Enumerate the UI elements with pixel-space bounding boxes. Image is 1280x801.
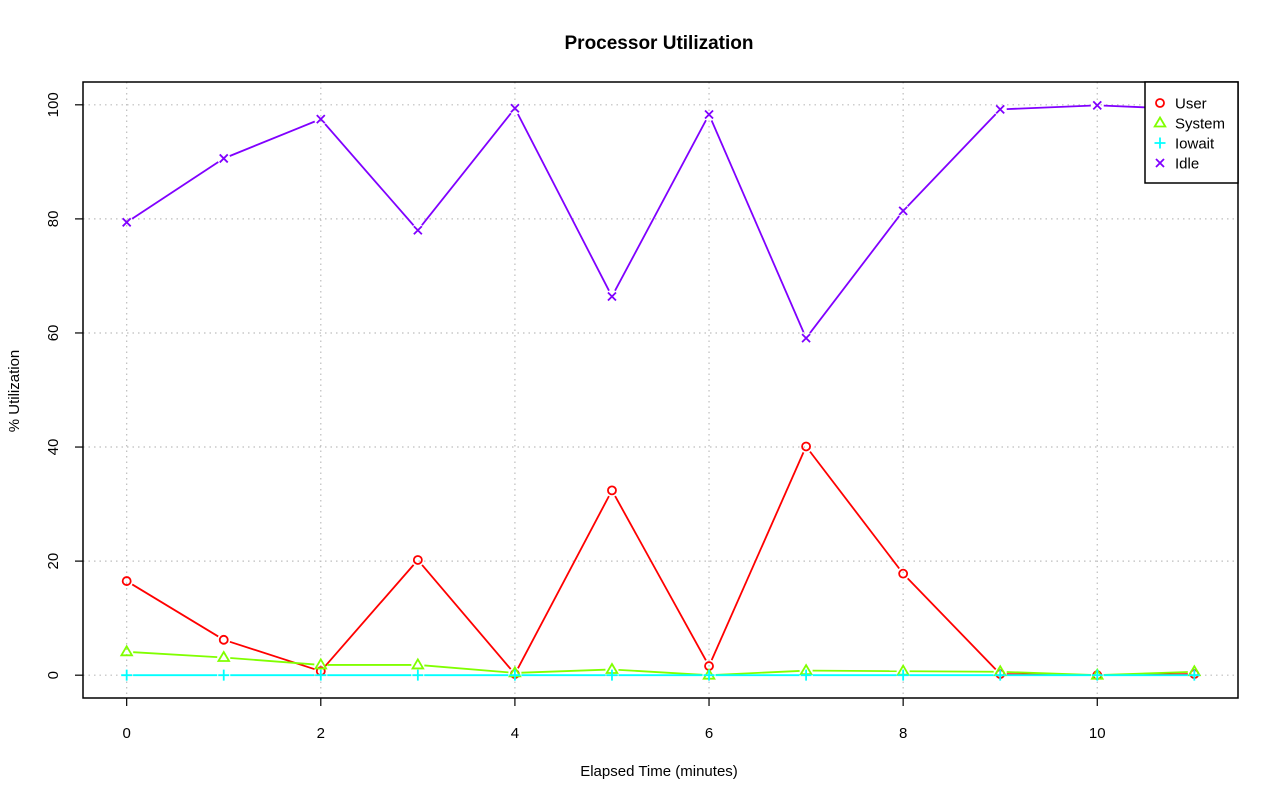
series-layer [119, 100, 1202, 681]
series-user-point [412, 555, 423, 565]
series-iowait-point [509, 669, 521, 681]
series-idle-point [122, 217, 132, 227]
series-idle-point [898, 206, 908, 216]
series-iowait-point [412, 669, 424, 681]
series-system-point [119, 644, 134, 657]
legend-label-user: User [1175, 96, 1207, 113]
series-user-point [801, 441, 811, 452]
series-iowait-point [315, 669, 327, 681]
series-user [121, 441, 1200, 681]
series-user-segment [809, 451, 900, 570]
series-iowait-point [218, 669, 230, 681]
y-tick-label: 40 [45, 439, 62, 456]
grid-lines [83, 82, 1238, 698]
y-tick-label: 60 [45, 325, 62, 342]
series-idle-point [510, 103, 520, 113]
series-idle-segment [1006, 104, 1091, 111]
plot-frame [82, 81, 1239, 699]
x-tick-label: 2 [317, 725, 325, 742]
x-tick-label: 0 [123, 725, 131, 742]
series-user-segment [324, 564, 415, 667]
series-user-point [607, 485, 617, 496]
series-iowait-point [897, 669, 909, 681]
series-idle-segment [517, 113, 610, 292]
series-user-segment [131, 583, 219, 638]
y-tick-label: 20 [45, 553, 62, 570]
series-idle-point [607, 291, 617, 302]
series-idle-point [801, 333, 811, 343]
series-iowait [121, 669, 1200, 681]
series-iowait-point [1188, 669, 1200, 681]
x-tick-label: 4 [511, 725, 519, 742]
series-idle-segment [710, 120, 805, 333]
x-axis-label: Elapsed Time (minutes) [580, 763, 738, 780]
x-tick-label: 8 [899, 725, 907, 742]
series-idle-point [413, 225, 423, 235]
legend-marker-user [1155, 98, 1165, 108]
y-tick-label: 0 [45, 671, 62, 679]
legend-label-iowait: Iowait [1175, 136, 1215, 153]
series-user-segment [229, 640, 315, 671]
series-idle-point [219, 153, 229, 164]
legend-marker-iowait [1154, 137, 1166, 149]
series-idle-point [316, 114, 326, 124]
series-system-point [313, 657, 328, 670]
series-iowait-point [1091, 669, 1103, 681]
chart-title: Processor Utilization [565, 33, 754, 54]
series-user-point [121, 576, 132, 586]
legend-label-system: System [1175, 116, 1225, 133]
series-user-segment [614, 495, 707, 661]
series-idle-segment [324, 123, 415, 226]
series-iowait-point [994, 669, 1006, 681]
y-tick-label: 80 [45, 211, 62, 228]
series-user-segment [421, 564, 512, 670]
series-iowait-point [703, 669, 715, 681]
series-idle-segment [906, 113, 997, 207]
series-system-segment [230, 657, 315, 666]
series-idle [122, 100, 1199, 343]
series-system-segment [521, 668, 606, 674]
x-tick-label: 10 [1089, 725, 1106, 742]
series-system-segment [424, 664, 509, 674]
series-iowait-point [800, 669, 812, 681]
series-idle-segment [421, 112, 512, 226]
series-idle-segment [229, 120, 316, 157]
series-user-point [218, 634, 229, 645]
series-system-point [216, 650, 231, 662]
series-idle-point [704, 109, 714, 120]
legend: User System Iowait Idle [1144, 81, 1239, 184]
x-tick-label: 6 [705, 725, 713, 742]
series-idle-segment [809, 215, 900, 334]
series-iowait-point [121, 669, 133, 681]
series-system-point [410, 657, 425, 670]
y-tick-label: 100 [45, 92, 62, 117]
legend-marker-idle [1155, 158, 1165, 168]
series-system-segment [618, 668, 703, 676]
y-axis-label: % Utilization [6, 350, 23, 433]
series-system [119, 644, 1202, 680]
series-user-segment [907, 577, 997, 670]
series-user-segment [517, 495, 610, 669]
series-idle-point [995, 104, 1005, 115]
series-system-segment [133, 651, 218, 659]
series-user-point [898, 568, 909, 579]
series-idle-segment [131, 161, 219, 220]
series-idle-segment [614, 119, 707, 292]
legend-label-idle: Idle [1175, 156, 1199, 173]
legend-marker-system [1153, 115, 1167, 128]
series-iowait-point [606, 669, 618, 681]
series-idle-point [1092, 100, 1102, 111]
series-user-segment [710, 452, 805, 661]
series-system-segment [715, 670, 800, 676]
